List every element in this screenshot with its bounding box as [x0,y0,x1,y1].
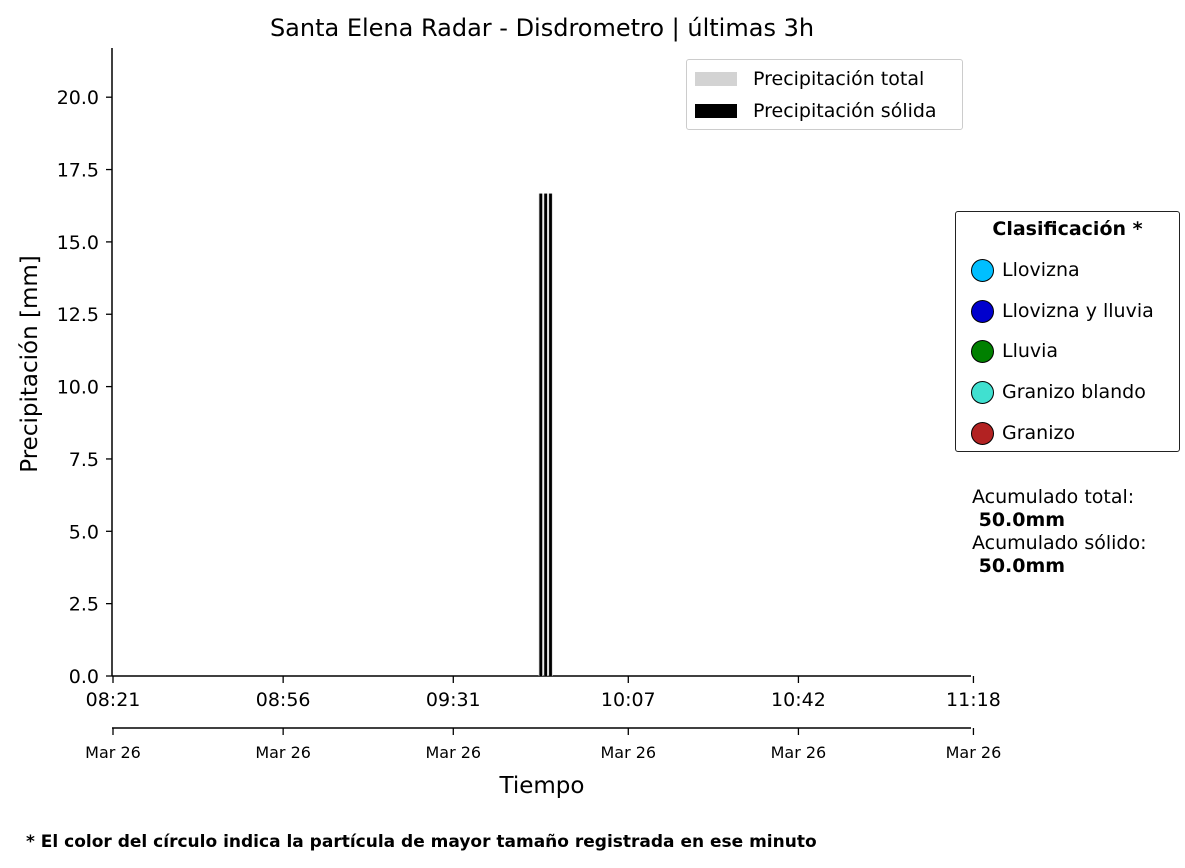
class-label-granizo: Granizo [1002,422,1076,444]
x-tick-label-date: Mar 26 [946,743,1002,762]
x-tick-label-time: 09:31 [426,689,481,711]
class-label-lluvia: Lluvia [1002,340,1059,362]
accumulated-total-label: Acumulado total: [972,486,1135,508]
x-tick-label-date: Mar 26 [600,743,656,762]
class-item-granizo: Granizo [971,419,1075,447]
series-legend: Precipitación total Precipitación sólida [686,59,963,130]
class-label-granizo-blando: Granizo blando [1002,381,1146,403]
x-tick-label-time: 10:07 [601,689,656,711]
class-dot-granizo [971,421,994,445]
footnote: * El color del círculo indica la partícu… [26,832,817,852]
bars [538,193,553,676]
x-tick-label-time: 08:56 [256,689,311,711]
bar-solid [539,193,543,676]
y-tick-label: 5.0 [69,521,99,543]
y-ticks: 0.0 2.5 5.0 7.5 10.0 12.5 15.0 17.5 20.0 [57,87,112,688]
x-tick-label-date: Mar 26 [771,743,827,762]
y-tick-label: 2.5 [69,594,99,616]
x-tick-label-time: 11:18 [946,689,1001,711]
classification-legend: Clasificación * Llovizna Llovizna y lluv… [955,211,1180,452]
y-tick-label: 7.5 [69,449,99,471]
x-tick-label-date: Mar 26 [85,743,141,762]
chart-title: Santa Elena Radar - Disdrometro | última… [270,14,814,42]
x-tick-label-time: 08:21 [86,689,141,711]
y-tick-label: 0.0 [69,666,99,688]
y-tick-label: 20.0 [57,87,99,109]
legend-label-solid: Precipitación sólida [753,100,937,122]
class-item-llovizna: Llovizna [971,256,1080,284]
y-axis-label: Precipitación [mm] [17,255,43,472]
y-tick-label: 17.5 [57,160,99,182]
class-dot-granizo-blando [971,380,994,404]
legend-item-total: Precipitación total [695,68,925,90]
accumulated-solid-label: Acumulado sólido: [972,532,1147,554]
legend-item-solid: Precipitación sólida [695,100,937,122]
legend-label-total: Precipitación total [753,68,925,90]
class-dot-llovizna [971,258,994,282]
class-label-llovizna-lluvia: Llovizna y lluvia [1002,300,1154,322]
class-label-llovizna: Llovizna [1002,259,1080,281]
class-item-granizo-blando: Granizo blando [971,378,1146,406]
accumulated-solid-value: 50.0mm [972,555,1066,577]
y-tick-label: 15.0 [57,232,99,254]
class-item-lluvia: Lluvia [971,337,1058,365]
classification-title: Clasificación * [992,218,1143,240]
y-tick-label: 12.5 [57,304,99,326]
bar-solid [544,193,548,676]
y-tick-label: 10.0 [57,377,99,399]
bar-solid [549,193,552,676]
x-axis-label: Tiempo [499,773,585,799]
class-item-llovizna-lluvia: Llovizna y lluvia [971,297,1154,325]
x-ticks: 08:21 Mar 26 08:56 Mar 26 09:31 Mar 26 10:07 Ma… [85,676,1001,762]
legend-swatch-total [695,72,737,86]
x-tick-label-date: Mar 26 [425,743,481,762]
legend-swatch-solid [695,104,737,118]
x-tick-label-date: Mar 26 [255,743,311,762]
x-tick-label-time: 10:42 [771,689,826,711]
class-dot-llovizna-lluvia [971,299,994,323]
class-dot-lluvia [971,339,994,363]
accumulated-total-value: 50.0mm [972,509,1066,531]
